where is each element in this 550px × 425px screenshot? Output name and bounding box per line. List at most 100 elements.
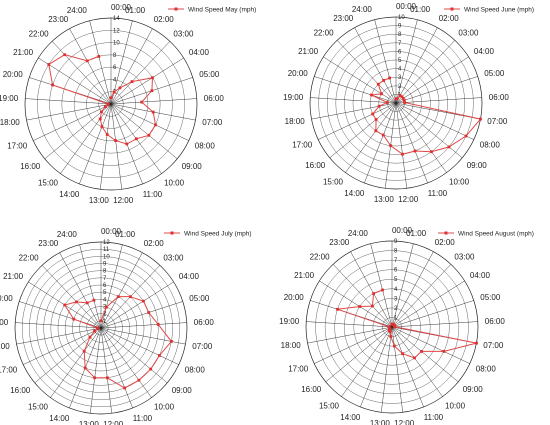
category-label: 08:00	[195, 141, 216, 150]
data-point	[147, 133, 151, 137]
grid-spoke	[395, 97, 482, 104]
category-label: 19:00	[279, 317, 300, 326]
data-point	[158, 354, 161, 357]
radial-tick-label: 2	[394, 306, 398, 312]
category-label: 14:00	[344, 189, 365, 198]
grid-spoke	[19, 301, 102, 329]
category-label: 17:00	[292, 140, 313, 149]
category-label: 16:00	[305, 161, 326, 170]
radial-tick-label: 10	[398, 15, 405, 21]
category-label: 19:00	[0, 94, 19, 103]
grid-spoke	[329, 102, 397, 158]
category-label: 06:00	[204, 94, 225, 103]
grid-spoke	[26, 103, 112, 121]
category-label: 15:00	[38, 178, 59, 187]
category-label: 14:00	[59, 190, 80, 199]
grid-spoke	[391, 326, 443, 397]
data-point	[387, 325, 391, 329]
grid-spoke	[38, 57, 112, 105]
grid-spoke	[395, 102, 408, 189]
grid-spoke	[100, 327, 168, 383]
data-point	[109, 96, 113, 100]
grid-spoke	[391, 264, 452, 328]
data-point	[413, 356, 416, 360]
category-label: 08:00	[185, 365, 206, 374]
category-label: 13:00	[89, 196, 110, 205]
category-label: 10:00	[154, 402, 175, 411]
grid-spoke	[380, 326, 393, 413]
grid-spoke	[110, 103, 178, 159]
grid-spoke	[314, 326, 393, 364]
data-point	[403, 101, 406, 104]
grid-spoke	[23, 327, 102, 365]
data-point	[430, 150, 433, 154]
category-label: 02:00	[435, 238, 456, 247]
data-point	[150, 89, 154, 93]
category-label: 12:00	[113, 196, 134, 205]
legend: Wind Speed May (mph)	[168, 7, 256, 14]
grid-spoke	[100, 252, 143, 329]
grid-spoke	[374, 19, 397, 104]
data-point	[389, 144, 392, 148]
category-label: 11:00	[428, 189, 448, 198]
grid-spoke	[110, 28, 153, 105]
grid-spoke	[99, 103, 112, 190]
data-point	[393, 344, 396, 348]
category-label: 08:00	[480, 140, 501, 149]
category-label: 24:00	[352, 5, 373, 14]
category-label: 12:00	[103, 420, 124, 425]
category-label: 20:00	[288, 69, 309, 78]
radial-tick-label: 7	[394, 258, 398, 264]
data-point	[85, 59, 89, 63]
category-label: 18:00	[281, 341, 302, 350]
category-label: 14:00	[340, 413, 361, 422]
data-point	[382, 79, 385, 82]
category-label: 23:00	[333, 14, 354, 23]
data-point	[377, 104, 381, 108]
legend-label: Wind Speed August (mph)	[458, 231, 534, 238]
data-point	[92, 298, 96, 302]
category-label: 07:00	[202, 118, 223, 127]
data-point	[104, 105, 107, 108]
category-label: 07:00	[483, 341, 504, 350]
grid-spoke	[391, 326, 404, 413]
grid-spoke	[89, 327, 102, 414]
category-label: 03:00	[163, 253, 184, 262]
grid-spoke	[100, 327, 186, 345]
category-label: 11:00	[424, 413, 444, 422]
grid-spoke	[25, 98, 112, 105]
category-label: 03:00	[173, 29, 194, 38]
category-label: 04:00	[474, 47, 495, 56]
category-label: 10:00	[164, 178, 185, 187]
data-point	[93, 376, 97, 380]
data-point	[105, 376, 109, 380]
category-label: 22:00	[19, 253, 40, 262]
legend-marker	[170, 231, 174, 235]
data-point	[63, 53, 67, 57]
legend: Wind Speed July (mph)	[164, 231, 252, 238]
radial-tick-label: 1	[394, 315, 398, 321]
radial-tick-label: 10	[103, 254, 110, 260]
data-point	[380, 92, 383, 96]
radial-tick-label: 2	[103, 312, 107, 318]
category-label: 23:00	[329, 238, 350, 247]
grid-spoke	[89, 20, 112, 105]
grid-spoke	[395, 76, 478, 104]
radial-tick-label: 10	[113, 41, 120, 47]
data-point	[400, 95, 404, 99]
category-label: 24:00	[57, 230, 78, 239]
data-point	[72, 317, 76, 321]
grid-spoke	[391, 326, 459, 382]
data-point	[98, 117, 102, 121]
grid-spoke	[391, 300, 474, 328]
category-label: 00:00	[111, 3, 132, 12]
category-label: 05:00	[484, 69, 505, 78]
grid-spoke	[354, 27, 397, 104]
radial-tick-label: 9	[398, 24, 402, 30]
data-point	[386, 101, 389, 104]
category-label: 13:00	[374, 195, 395, 204]
data-point	[104, 305, 108, 309]
